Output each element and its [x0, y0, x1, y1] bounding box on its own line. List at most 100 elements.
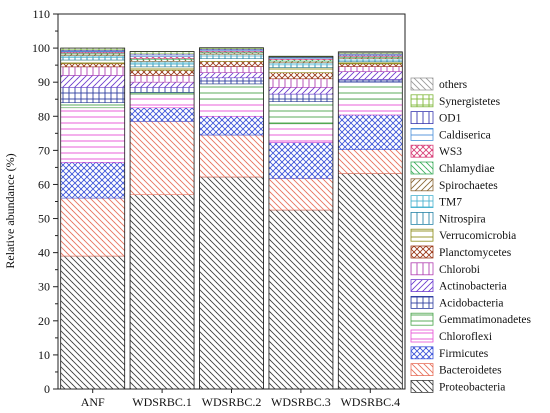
bar-segment	[60, 75, 126, 88]
bar-segment	[337, 98, 403, 116]
y-tick-label: 40	[38, 246, 50, 260]
y-tick-label: 20	[38, 314, 50, 328]
bar-segment	[337, 71, 403, 80]
bar-segment	[268, 209, 334, 390]
legend-label: Planctomycetes	[439, 247, 512, 259]
bar-segment	[199, 72, 264, 79]
legend-swatch	[410, 161, 434, 175]
legend-swatch	[410, 94, 434, 108]
legend-label: Chlamydiae	[439, 163, 495, 175]
bar-segment	[268, 123, 334, 143]
legend-label: WS3	[439, 146, 462, 158]
legend-item: Firmicutes	[410, 346, 489, 360]
bar-segment	[129, 61, 195, 65]
bar-stack	[268, 55, 334, 390]
x-tick-label: ANF	[81, 395, 105, 409]
legend-label: Acidobacteria	[439, 297, 504, 309]
y-axis-label: Relative abundance (%)	[3, 153, 17, 268]
legend-item: Spirochaetes	[410, 178, 498, 192]
legend-label: TM7	[439, 197, 462, 209]
y-tick-label: 80	[38, 109, 50, 123]
bar-segment	[60, 255, 126, 390]
legend-label: others	[439, 79, 468, 91]
legend-item: WS3	[410, 144, 462, 158]
legend-label: OD1	[439, 113, 462, 125]
legend-item: TM7	[410, 195, 462, 209]
bar-segment	[60, 161, 126, 199]
legend-item: Actinobacteria	[410, 279, 507, 293]
bar-stack	[199, 47, 264, 390]
legend-label: Chloroflexi	[439, 331, 492, 343]
bar-segment	[199, 55, 264, 59]
legend-label: Synergistetes	[439, 96, 501, 108]
legend-swatch	[410, 245, 434, 259]
bar-segment	[129, 69, 195, 76]
legend-item: Planctomycetes	[410, 245, 512, 259]
legend-swatch	[410, 329, 434, 343]
legend-swatch	[410, 178, 434, 192]
bar-segment	[337, 61, 403, 65]
legend-item: others	[410, 77, 468, 91]
legend-item: Acidobacteria	[410, 295, 504, 309]
legend-swatch	[410, 77, 434, 91]
legend-label: Spirochaetes	[439, 180, 498, 192]
bar-segment	[60, 102, 126, 109]
bar-segment	[268, 93, 334, 102]
legend-item: Gemmatimonadetes	[410, 312, 531, 326]
bar-segment	[268, 64, 334, 68]
legend-item: OD1	[410, 111, 462, 125]
bar-segment	[268, 101, 334, 125]
y-tick-label: 110	[32, 7, 50, 21]
legend-item: Proteobacteria	[410, 379, 505, 393]
bar-segment	[337, 114, 403, 150]
bar-segment	[60, 107, 126, 163]
bar-segment	[60, 63, 126, 68]
bar-segment	[337, 63, 403, 67]
y-tick-label: 90	[38, 75, 50, 89]
bar-segment	[268, 67, 334, 73]
bar-stack	[129, 51, 195, 390]
bar-segment	[268, 62, 334, 66]
bar-segment	[129, 93, 195, 109]
legend-swatch	[410, 144, 434, 158]
legend-label: Verrucomicrobia	[439, 230, 516, 242]
y-tick-label: 60	[38, 177, 50, 191]
legend-item: Nitrospira	[410, 211, 486, 225]
x-tick-label: WDSRBC.2	[202, 395, 262, 409]
bar-segment	[199, 115, 264, 136]
legend-swatch	[410, 379, 434, 393]
legend-swatch	[410, 195, 434, 209]
bar-segment	[199, 176, 264, 390]
bar-segment	[337, 173, 403, 390]
legend-item: Verrucomicrobia	[410, 228, 516, 242]
bar-segment	[268, 142, 334, 179]
legend-item: Bacteroidetes	[410, 363, 502, 377]
y-tick-label: 50	[38, 212, 50, 226]
x-tick-label: WDSRBC.1	[132, 395, 192, 409]
legend-label: Bacteroidetes	[439, 365, 502, 377]
legend-swatch	[410, 279, 434, 293]
legend-item: Chlamydiae	[410, 161, 495, 175]
bar-segment	[129, 194, 195, 390]
bar-segment	[199, 134, 264, 178]
bar-segment	[199, 98, 264, 117]
bar-segment	[60, 197, 126, 257]
legend-swatch	[410, 211, 434, 225]
legend-label: Firmicutes	[439, 348, 489, 360]
legend-item: Caldiserica	[410, 127, 491, 141]
legend-swatch	[410, 312, 434, 326]
bar-segment	[60, 66, 126, 76]
legend-label: Gemmatimonadetes	[439, 314, 531, 326]
x-tick-label: WDSRBC.3	[271, 395, 331, 409]
bar-segment	[199, 58, 264, 62]
bar-segment	[129, 75, 195, 83]
legend-item: Chlorobi	[410, 262, 480, 276]
bar-segment	[199, 77, 264, 85]
bar-segment	[129, 121, 195, 195]
bar-segment	[337, 66, 403, 72]
bar-segment	[60, 86, 126, 103]
legend-swatch	[410, 262, 434, 276]
x-tick-label: WDSRBC.4	[340, 395, 400, 409]
bar-segment	[337, 149, 403, 174]
